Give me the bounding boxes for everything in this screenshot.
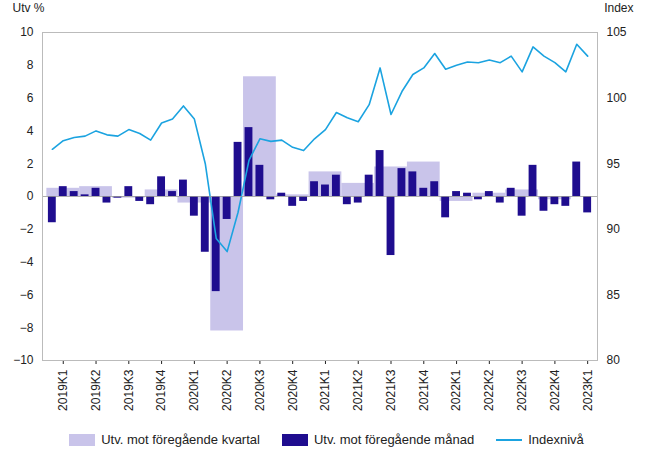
svg-text:90: 90 bbox=[607, 222, 621, 236]
svg-text:−4: −4 bbox=[20, 255, 34, 269]
svg-text:2020K3: 2020K3 bbox=[253, 369, 267, 411]
svg-text:0: 0 bbox=[27, 189, 34, 203]
html-text:Utv. mot föregående kvartal: Utv. mot föregående kvartal bbox=[101, 432, 260, 447]
svg-text:Index: Index bbox=[604, 1, 633, 15]
svg-text:105: 105 bbox=[607, 25, 627, 39]
svg-text:2021K4: 2021K4 bbox=[417, 369, 431, 411]
svg-text:2022K1: 2022K1 bbox=[449, 369, 463, 411]
svg-text:80: 80 bbox=[607, 353, 621, 367]
svg-text:8: 8 bbox=[27, 58, 34, 72]
svg-text:4: 4 bbox=[27, 124, 34, 138]
svg-text:−8: −8 bbox=[20, 321, 34, 335]
html-text:Utv. mot föregående månad: Utv. mot föregående månad bbox=[313, 432, 475, 447]
svg-text:2: 2 bbox=[27, 157, 34, 171]
svg-text:2022K2: 2022K2 bbox=[482, 369, 496, 411]
svg-text:100: 100 bbox=[607, 91, 627, 105]
svg-text:−6: −6 bbox=[20, 288, 34, 302]
svg-text:2023K1: 2023K1 bbox=[581, 369, 595, 411]
svg-text:−10: −10 bbox=[13, 353, 34, 367]
svg-text:2022K3: 2022K3 bbox=[515, 369, 529, 411]
svg-text:2022K4: 2022K4 bbox=[548, 369, 562, 411]
svg-text:2021K1: 2021K1 bbox=[318, 369, 332, 411]
svg-text:2021K3: 2021K3 bbox=[384, 369, 398, 411]
html-text:Indexnivå: Indexnivå bbox=[528, 432, 584, 447]
svg-text:2020K2: 2020K2 bbox=[220, 369, 234, 411]
svg-text:85: 85 bbox=[607, 288, 621, 302]
svg-text:−2: −2 bbox=[20, 222, 34, 236]
svg-text:2020K1: 2020K1 bbox=[187, 369, 201, 411]
svg-text:2021K2: 2021K2 bbox=[351, 369, 365, 411]
svg-text:Utv %: Utv % bbox=[13, 1, 45, 15]
svg-text:2019K3: 2019K3 bbox=[122, 369, 136, 411]
svg-text:10: 10 bbox=[20, 25, 34, 39]
svg-text:2019K1: 2019K1 bbox=[56, 369, 70, 411]
svg-text:6: 6 bbox=[27, 91, 34, 105]
svg-text:95: 95 bbox=[607, 157, 621, 171]
svg-text:2019K4: 2019K4 bbox=[154, 369, 168, 411]
svg-text:2020K4: 2020K4 bbox=[286, 369, 300, 411]
svg-text:2019K2: 2019K2 bbox=[89, 369, 103, 411]
